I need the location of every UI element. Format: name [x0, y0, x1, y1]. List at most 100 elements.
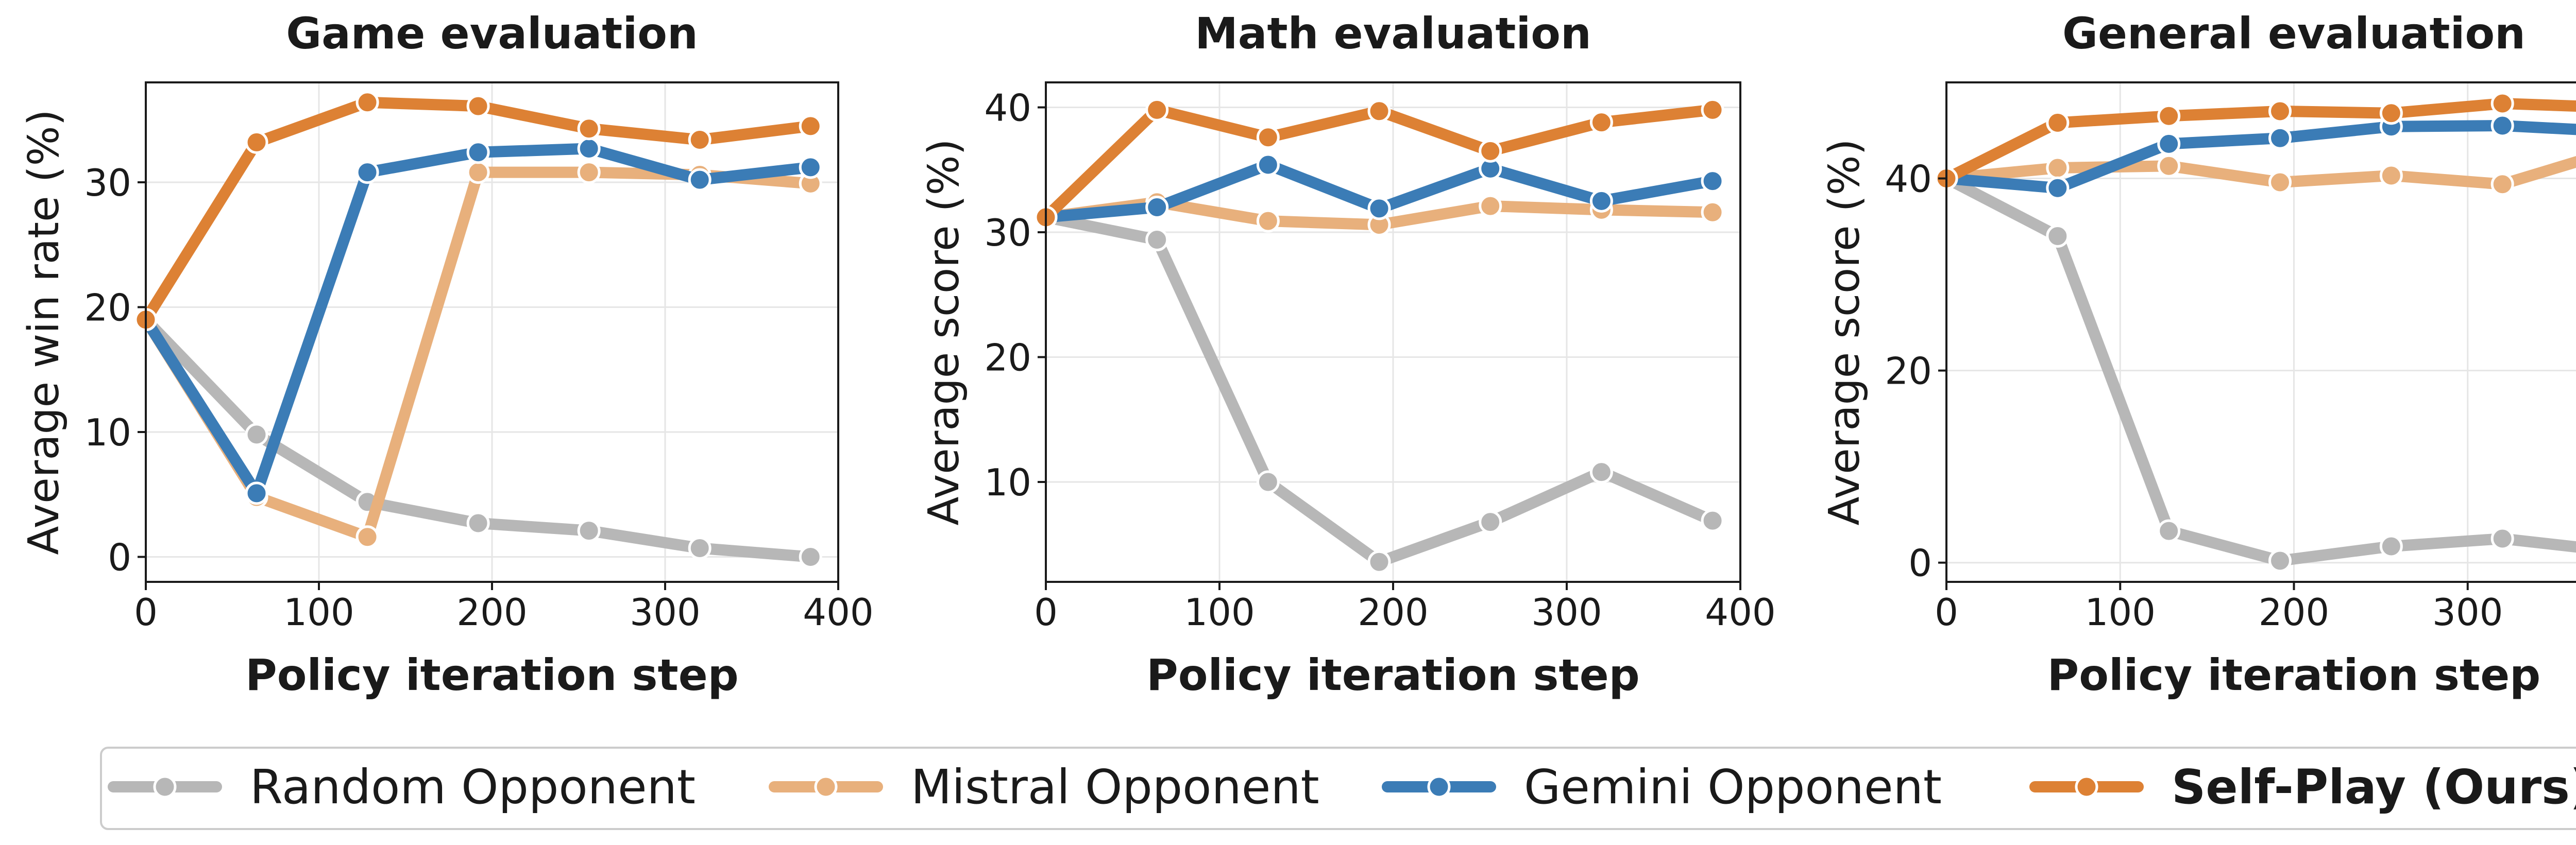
data-point-gemini [355, 161, 379, 184]
data-point-gemini [1145, 196, 1169, 219]
y-axis-label: Average score (%) [1820, 139, 1869, 525]
data-point-random [2268, 549, 2292, 573]
y-tick-label: 10 [84, 411, 131, 454]
data-point-selfplay [1479, 139, 1502, 163]
data-point-selfplay [799, 114, 822, 138]
x-tick-label: 300 [1531, 591, 1602, 634]
data-point-random [466, 511, 490, 535]
y-tick-label: 20 [1885, 350, 1932, 393]
x-axis-label: Policy iteration step [1146, 650, 1640, 700]
x-tick-label: 300 [630, 591, 700, 634]
panel-3: 010020030040002040General evaluationPoli… [1820, 8, 2576, 700]
data-point-gemini [1701, 169, 1724, 193]
x-tick-label: 0 [134, 591, 158, 634]
x-tick-label: 200 [1358, 591, 1428, 634]
x-tick-label: 200 [2259, 591, 2329, 634]
data-point-gemini [1589, 189, 1613, 213]
data-point-selfplay [1145, 98, 1169, 122]
data-point-selfplay [1367, 99, 1391, 123]
legend-marker-swatch [1427, 775, 1451, 799]
data-point-selfplay [577, 117, 601, 141]
x-tick-label: 0 [1034, 591, 1058, 634]
data-point-mistral [1256, 209, 1280, 233]
legend-label: Random Opponent [250, 760, 696, 815]
data-point-selfplay [688, 128, 711, 152]
data-point-random [1589, 460, 1613, 484]
y-tick-label: 40 [1885, 158, 1932, 201]
data-point-gemini [1256, 153, 1280, 177]
data-point-gemini [688, 168, 711, 192]
data-point-random [688, 537, 711, 560]
legend-frame [100, 747, 2576, 830]
y-tick-label: 40 [984, 87, 1031, 130]
data-point-random [1479, 510, 1502, 534]
legend-item-mistral: Mistral Opponent [769, 760, 1319, 815]
legend-marker-swatch [153, 775, 177, 799]
chart-title: General evaluation [2062, 8, 2526, 59]
data-point-mistral [1701, 200, 1724, 224]
x-tick-label: 100 [1184, 591, 1255, 634]
y-tick-label: 0 [1908, 542, 1932, 585]
chart-title: Math evaluation [1195, 8, 1591, 59]
data-point-selfplay [2046, 111, 2070, 134]
legend-marker-swatch [814, 775, 838, 799]
data-point-gemini [1367, 197, 1391, 220]
legend: Random Opponent Mistral Opponent Gemini Op… [100, 747, 2576, 830]
panel-2: 0 100 200 300 400 10 20 30 40 Math evaluation Poli… [920, 8, 1776, 700]
x-axis-label: Policy iteration step [245, 650, 739, 700]
data-point-random [2379, 534, 2403, 558]
y-tick-label: 20 [984, 336, 1031, 380]
x-tick-label: 300 [2432, 591, 2503, 634]
data-point-selfplay [355, 91, 379, 114]
data-point-selfplay [1256, 126, 1280, 149]
panel-1: 0 100 200 300 400 0 10 20 30 Game evaluation Polic… [20, 8, 874, 700]
x-tick-label: 100 [2085, 591, 2156, 634]
legend-label: Gemini Opponent [1524, 760, 1942, 815]
x-tick-label: 200 [456, 591, 527, 634]
data-point-random [245, 423, 268, 446]
data-point-random [2157, 519, 2181, 543]
data-point-random [2490, 527, 2514, 550]
data-point-random [1256, 470, 1280, 494]
y-tick-label: 10 [984, 461, 1031, 504]
data-point-mistral [577, 161, 601, 184]
data-point-selfplay [2157, 104, 2181, 128]
data-point-mistral [1479, 194, 1502, 218]
legend-item-gemini: Gemini Opponent [1382, 760, 1942, 815]
data-point-mistral [2379, 164, 2403, 187]
data-point-gemini [2046, 176, 2070, 200]
x-tick-label: 100 [283, 591, 354, 634]
y-tick-label: 30 [84, 161, 131, 204]
data-point-selfplay [2268, 99, 2292, 123]
data-point-mistral [2490, 173, 2514, 196]
data-point-random [577, 519, 601, 543]
x-axis-label: Policy iteration step [2047, 650, 2541, 700]
data-point-mistral [466, 161, 490, 184]
data-point-random [1145, 228, 1169, 252]
y-axis-label: Average score (%) [920, 139, 969, 525]
data-point-selfplay [466, 94, 490, 118]
data-point-selfplay [2490, 92, 2514, 115]
data-point-gemini [2268, 126, 2292, 150]
legend-label: Mistral Opponent [911, 760, 1319, 815]
data-point-mistral [355, 525, 379, 549]
x-tick-label: 400 [803, 591, 873, 634]
data-point-mistral [2157, 154, 2181, 178]
data-point-random [2046, 224, 2070, 248]
y-axis-label: Average win rate (%) [20, 109, 69, 555]
data-point-gemini [466, 141, 490, 164]
chart-title: Game evaluation [286, 8, 698, 59]
data-point-selfplay [1701, 98, 1724, 122]
data-point-gemini [2157, 132, 2181, 156]
series-line-random [1941, 173, 2576, 566]
series-line-random [1040, 211, 1719, 568]
series-line-gemini [140, 143, 817, 499]
data-point-mistral [2046, 156, 2070, 180]
data-point-gemini [245, 481, 268, 505]
data-point-selfplay [1589, 111, 1613, 134]
y-tick-label: 20 [84, 286, 131, 330]
data-point-random [1367, 550, 1391, 574]
x-tick-label: 0 [1935, 591, 1958, 634]
